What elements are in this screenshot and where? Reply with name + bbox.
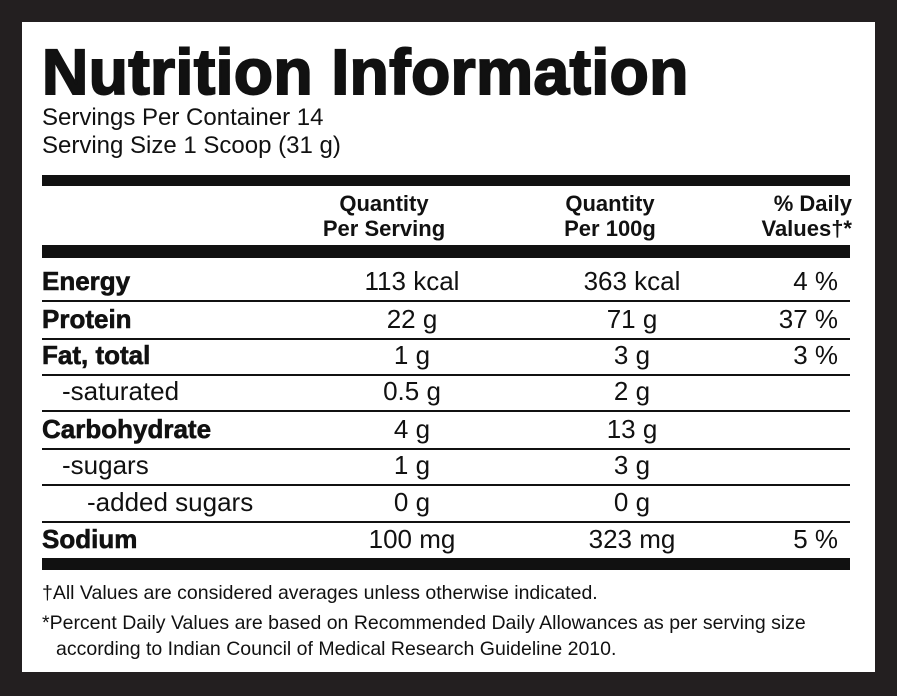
table-row: Sodium 100 mg 323 mg 5 % [42, 521, 850, 557]
footnote: *Percent Daily Values are based on Recom… [42, 612, 806, 660]
daily-value: 4 % [793, 266, 838, 296]
row-label: -added sugars [87, 487, 254, 517]
per-100g: 13 g [606, 414, 658, 444]
table-row: Carbohydrate 4 g 13 g [42, 411, 850, 447]
thick-rule [42, 245, 850, 258]
per-100g: 0 g [613, 487, 651, 517]
thick-rule [42, 175, 850, 186]
serving-size: Serving Size 1 Scoop (31 g) [42, 132, 341, 159]
column-header-line: Values†* [761, 216, 852, 241]
column-header-line: Quantity [565, 191, 655, 216]
daily-value: 5 % [793, 524, 838, 554]
per-serving: 4 g [393, 414, 431, 444]
column-header-line: % Daily [773, 191, 852, 216]
row-rule [42, 300, 850, 302]
column-header-line: Per Serving [322, 216, 446, 241]
daily-value: 37 % [778, 304, 838, 334]
column-header-line: Per 100g [564, 216, 656, 241]
per-serving: 100 mg [368, 524, 456, 554]
table-row: Protein 22 g 71 g 37 % [42, 301, 850, 337]
per-serving: 113 kcal [364, 266, 460, 296]
thick-rule [42, 558, 850, 570]
column-header: % Daily Values†* [722, 191, 852, 241]
per-serving: 1 g [393, 340, 431, 370]
per-serving: 0 g [393, 487, 431, 517]
table-row: -sugars 1 g 3 g [42, 447, 850, 483]
table-row: -saturated 0.5 g 2 g [42, 373, 850, 409]
row-rule [42, 484, 850, 486]
row-label: Protein [42, 304, 132, 335]
row-rule [42, 338, 850, 340]
row-rule [42, 374, 850, 376]
row-label: Sodium [42, 524, 138, 555]
column-header: Quantity Per 100g [510, 191, 710, 241]
row-rule [42, 521, 850, 523]
per-100g: 3 g [613, 340, 651, 370]
table-row: -added sugars 0 g 0 g [42, 484, 850, 520]
table-row: Fat, total 1 g 3 g 3 % [42, 337, 850, 373]
per-100g: 3 g [613, 450, 651, 480]
table-row: Energy 113 kcal 363 kcal 4 % [42, 263, 850, 299]
row-label: Energy [42, 266, 131, 297]
row-rule [42, 448, 850, 450]
per-100g: 323 mg [588, 524, 676, 554]
row-label: Carbohydrate [42, 414, 212, 445]
title: Nutrition Information [41, 36, 689, 108]
row-label: Fat, total [42, 340, 151, 371]
row-label: -sugars [62, 450, 149, 480]
nutrition-panel: Nutrition Information Servings Per Conta… [22, 22, 875, 672]
column-header-line: Quantity [339, 191, 429, 216]
row-label: -saturated [62, 376, 180, 406]
per-serving: 1 g [393, 450, 431, 480]
per-serving: 0.5 g [383, 376, 441, 406]
per-100g: 71 g [606, 304, 658, 334]
column-header: Quantity Per Serving [284, 191, 484, 241]
per-serving: 22 g [386, 304, 438, 334]
per-100g: 363 kcal [583, 266, 681, 296]
row-rule [42, 410, 850, 412]
footnote: †All Values are considered averages unle… [42, 582, 598, 604]
daily-value: 3 % [793, 340, 838, 370]
per-100g: 2 g [613, 376, 651, 406]
servings-per-container: Servings Per Container 14 [42, 104, 324, 131]
